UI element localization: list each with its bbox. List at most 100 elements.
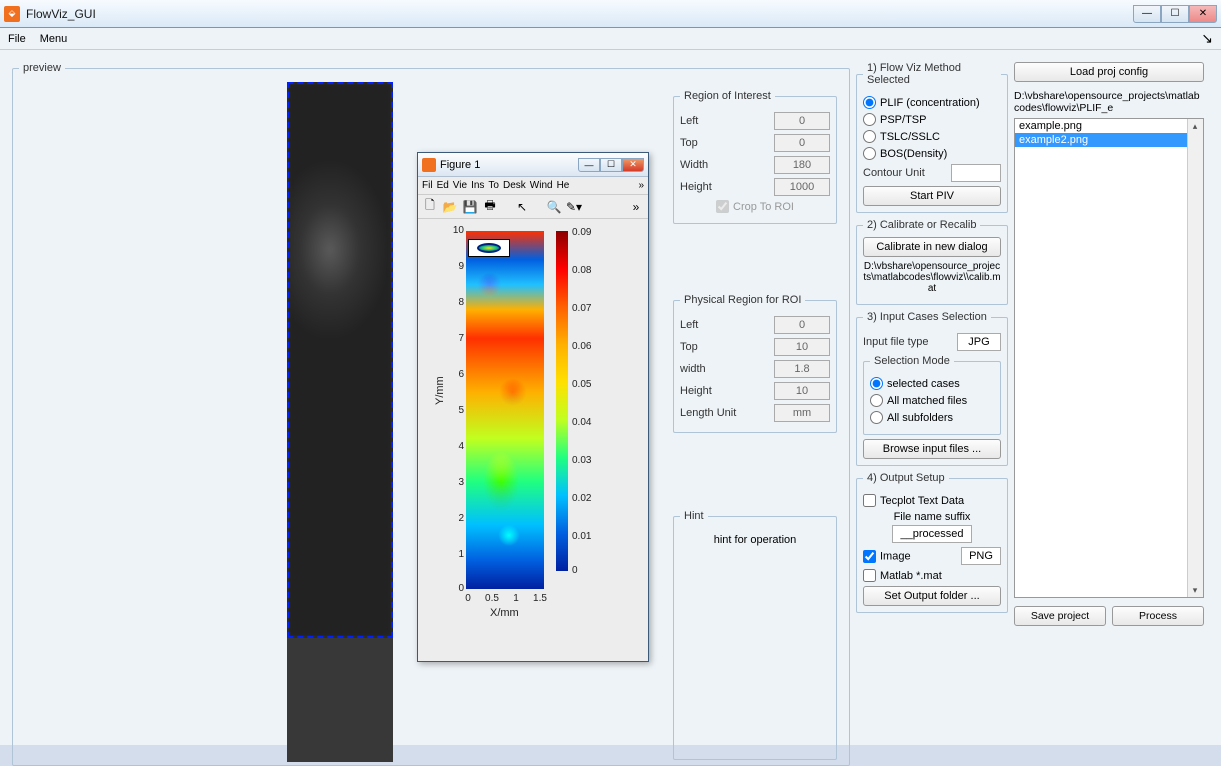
new-icon[interactable]: 🗋 xyxy=(422,199,438,215)
fig-menu-more-icon[interactable]: » xyxy=(638,180,644,191)
radio-selected-cases[interactable] xyxy=(870,377,883,390)
crop-roi-label: Crop To ROI xyxy=(733,201,794,213)
pointer-icon[interactable]: ↖ xyxy=(514,199,530,215)
scroll-up-icon[interactable]: ▴ xyxy=(1188,119,1202,133)
fig-menu-window[interactable]: Wind xyxy=(530,180,553,191)
scroll-down-icon[interactable]: ▾ xyxy=(1188,583,1202,597)
matlab-icon xyxy=(422,158,436,172)
phys-height-input[interactable] xyxy=(774,382,830,400)
figure-maximize[interactable]: ☐ xyxy=(600,158,622,172)
roi-width-input[interactable] xyxy=(774,156,830,174)
colorbar xyxy=(556,231,568,571)
selection-mode-legend: Selection Mode xyxy=(870,355,954,367)
content-area: preview Figure 1 — ☐ ✕ Fil Ed xyxy=(0,50,1221,745)
zoom-icon[interactable]: 🔍 xyxy=(546,199,562,215)
cb-tick: 0.09 xyxy=(572,227,591,238)
process-button[interactable]: Process xyxy=(1112,606,1204,626)
radio-plif[interactable] xyxy=(863,96,876,109)
figure-titlebar[interactable]: Figure 1 — ☐ ✕ xyxy=(418,153,648,177)
phys-height-label: Height xyxy=(680,385,712,397)
brush-icon[interactable]: ✎▾ xyxy=(566,199,582,215)
phys-width-input[interactable] xyxy=(774,360,830,378)
save-project-button[interactable]: Save project xyxy=(1014,606,1106,626)
phys-left-input[interactable] xyxy=(774,316,830,334)
filetype-input[interactable] xyxy=(957,333,1001,351)
dock-icon[interactable]: ↘ xyxy=(1201,30,1213,47)
figure-close[interactable]: ✕ xyxy=(622,158,644,172)
contour-input[interactable] xyxy=(951,164,1001,182)
fig-menu-file[interactable]: Fil xyxy=(422,180,433,191)
load-proj-config-button[interactable]: Load proj config xyxy=(1014,62,1204,82)
phys-top-input[interactable] xyxy=(774,338,830,356)
radio-bos-label: BOS(Density) xyxy=(880,148,947,160)
heatmap-image xyxy=(466,231,544,589)
close-button[interactable]: ✕ xyxy=(1189,5,1217,23)
print-icon[interactable]: 🖶 xyxy=(482,199,498,215)
menu-menu[interactable]: Menu xyxy=(40,33,68,45)
fig-menu-insert[interactable]: Ins xyxy=(471,180,484,191)
cb-tick: 0.06 xyxy=(572,341,591,352)
fig-menu-desktop[interactable]: Desk xyxy=(503,180,526,191)
set-output-folder-button[interactable]: Set Output folder ... xyxy=(863,586,1001,606)
roi-left-input[interactable] xyxy=(774,112,830,130)
calib-fieldset: 2) Calibrate or Recalib Calibrate in new… xyxy=(856,219,1008,305)
plot-legend[interactable] xyxy=(468,239,510,257)
save-icon[interactable]: 💾 xyxy=(462,199,478,215)
radio-bos[interactable] xyxy=(863,147,876,160)
file-listbox[interactable]: example.png example2.png ▴ ▾ xyxy=(1014,118,1204,598)
figure-minimize[interactable]: — xyxy=(578,158,600,172)
roi-height-input[interactable] xyxy=(774,178,830,196)
image-fmt-input[interactable] xyxy=(961,547,1001,565)
radio-selected-cases-label: selected cases xyxy=(887,378,960,390)
roi-top-input[interactable] xyxy=(774,134,830,152)
radio-plif-label: PLIF (concentration) xyxy=(880,97,980,109)
radio-psp[interactable] xyxy=(863,113,876,126)
roi-selection-box[interactable] xyxy=(287,82,393,638)
hint-text: hint for operation xyxy=(680,528,830,546)
list-item[interactable]: example.png xyxy=(1015,119,1203,133)
scrollbar[interactable]: ▴ ▾ xyxy=(1187,119,1203,597)
figure-toolbar: 🗋 📂 💾 🖶 ↖ 🔍 ✎▾ » xyxy=(418,195,648,219)
fig-menu-tools[interactable]: To xyxy=(488,180,499,191)
ytick: 1 xyxy=(452,549,464,560)
open-icon[interactable]: 📂 xyxy=(442,199,458,215)
ytick: 8 xyxy=(452,297,464,308)
maximize-button[interactable]: ☐ xyxy=(1161,5,1189,23)
fig-menu-edit[interactable]: Ed xyxy=(437,180,449,191)
radio-all-matched[interactable] xyxy=(870,394,883,407)
menu-file[interactable]: File xyxy=(8,33,26,45)
mat-checkbox[interactable] xyxy=(863,569,876,582)
method-fieldset: 1) Flow Viz Method Selected PLIF (concen… xyxy=(856,62,1008,213)
radio-all-subfolders[interactable] xyxy=(870,411,883,424)
start-piv-button[interactable]: Start PIV xyxy=(863,186,1001,206)
suffix-label: File name suffix xyxy=(863,511,1001,523)
fig-menu-help[interactable]: He xyxy=(557,180,570,191)
roi-width-label: Width xyxy=(680,159,708,171)
crop-roi-checkbox xyxy=(716,200,729,213)
image-checkbox[interactable] xyxy=(863,550,876,563)
roi-height-label: Height xyxy=(680,181,712,193)
ytick: 9 xyxy=(452,261,464,272)
list-item[interactable]: example2.png xyxy=(1015,133,1203,147)
toolbar-more-icon[interactable]: » xyxy=(628,199,644,215)
window-title: FlowViz_GUI xyxy=(26,7,1133,21)
suffix-input[interactable] xyxy=(892,525,972,543)
phys-unit-input[interactable] xyxy=(774,404,830,422)
cb-tick: 0.01 xyxy=(572,531,591,542)
right-column-2: Load proj config D:\vbshare\opensource_p… xyxy=(1014,62,1204,626)
app-icon: ⬙ xyxy=(4,6,20,22)
calibrate-button[interactable]: Calibrate in new dialog xyxy=(863,237,1001,257)
cb-tick: 0.03 xyxy=(572,455,591,466)
cb-tick: 0.05 xyxy=(572,379,591,390)
preview-fieldset: preview Figure 1 — ☐ ✕ Fil Ed xyxy=(12,62,850,766)
filetype-label: Input file type xyxy=(863,336,928,348)
minimize-button[interactable]: — xyxy=(1133,5,1161,23)
output-fieldset: 4) Output Setup Tecplot Text Data File n… xyxy=(856,472,1008,613)
radio-tslc-label: TSLC/SSLC xyxy=(880,131,940,143)
window-buttons: — ☐ ✕ xyxy=(1133,5,1217,23)
radio-tslc[interactable] xyxy=(863,130,876,143)
radio-all-matched-label: All matched files xyxy=(887,395,967,407)
fig-menu-view[interactable]: Vie xyxy=(453,180,467,191)
browse-input-button[interactable]: Browse input files ... xyxy=(863,439,1001,459)
tecplot-checkbox[interactable] xyxy=(863,494,876,507)
